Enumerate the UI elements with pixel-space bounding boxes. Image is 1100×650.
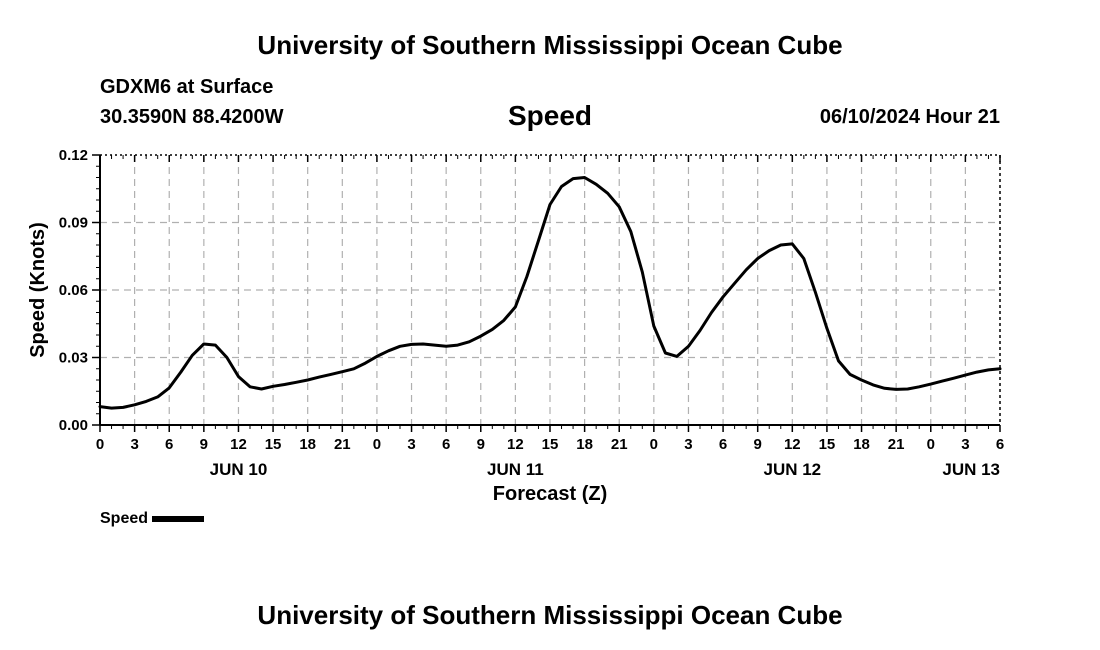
x-tick-label: 6 — [996, 436, 1004, 453]
chart-title: Speed — [507, 100, 593, 131]
forecast-date: 06/10/2024 Hour 21 — [819, 106, 1000, 128]
x-tick-label: 0 — [373, 436, 381, 453]
axes — [92, 154, 1001, 432]
date-label: JUN 11 — [487, 460, 544, 479]
x-tick-label: 0 — [927, 436, 935, 453]
x-tick-label: 12 — [230, 436, 247, 453]
x-tick-label: 21 — [888, 436, 905, 453]
x-tick-label: 15 — [265, 436, 282, 453]
tick-labels: 0 3 6 9 12 15 18 21 0 3 6 9 12 15 18 21 0 3 6 9 12 15 18 21 0 3 6 0… — [59, 147, 1004, 479]
x-axis-label: Forecast (Z) — [493, 483, 607, 505]
footer-title: University of Southern Mississippi Ocean… — [257, 600, 843, 630]
x-tick-label: 3 — [684, 436, 692, 453]
x-tick-label: 3 — [130, 436, 138, 453]
x-tick-label: 15 — [542, 436, 559, 453]
station-label: GDXM6 at Surface — [100, 76, 274, 98]
x-tick-label: 9 — [754, 436, 762, 453]
y-axis-label: Speed (Knots) — [27, 222, 49, 358]
series-line-speed — [98, 176, 1002, 410]
legend: Speed — [100, 510, 205, 528]
x-tick-label: 18 — [853, 436, 870, 453]
x-tick-label: 6 — [442, 436, 450, 453]
y-tick-label: 0.00 — [59, 417, 88, 434]
x-tick-label: 15 — [819, 436, 836, 453]
date-label: JUN 13 — [942, 460, 1000, 479]
x-tick-label: 12 — [507, 436, 524, 453]
date-label: JUN 10 — [210, 460, 268, 479]
date-label: JUN 12 — [763, 460, 821, 479]
x-tick-label: 9 — [477, 436, 485, 453]
x-tick-label: 12 — [784, 436, 801, 453]
y-tick-label: 0.06 — [59, 282, 88, 299]
x-tick-label: 21 — [334, 436, 351, 453]
page-title: University of Southern Mississippi Ocean… — [257, 30, 843, 60]
x-tick-label: 21 — [611, 436, 628, 453]
y-tick-label: 0.03 — [59, 350, 88, 367]
x-tick-label: 0 — [96, 436, 104, 453]
legend-swatch — [152, 516, 205, 522]
x-tick-label: 18 — [576, 436, 593, 453]
x-tick-label: 6 — [719, 436, 727, 453]
y-tick-label: 0.12 — [59, 147, 88, 164]
coordinates-label: 30.3590N 88.4200W — [100, 106, 284, 128]
y-tick-label: 0.09 — [59, 215, 88, 232]
x-tick-label: 3 — [407, 436, 415, 453]
x-tick-label: 6 — [165, 436, 173, 453]
series-lines — [98, 176, 1002, 410]
x-tick-label: 0 — [650, 436, 658, 453]
grid-lines — [100, 155, 1000, 425]
legend-label: Speed — [100, 510, 149, 527]
x-tick-label: 3 — [961, 436, 969, 453]
x-tick-label: 18 — [299, 436, 316, 453]
x-tick-label: 9 — [200, 436, 208, 453]
